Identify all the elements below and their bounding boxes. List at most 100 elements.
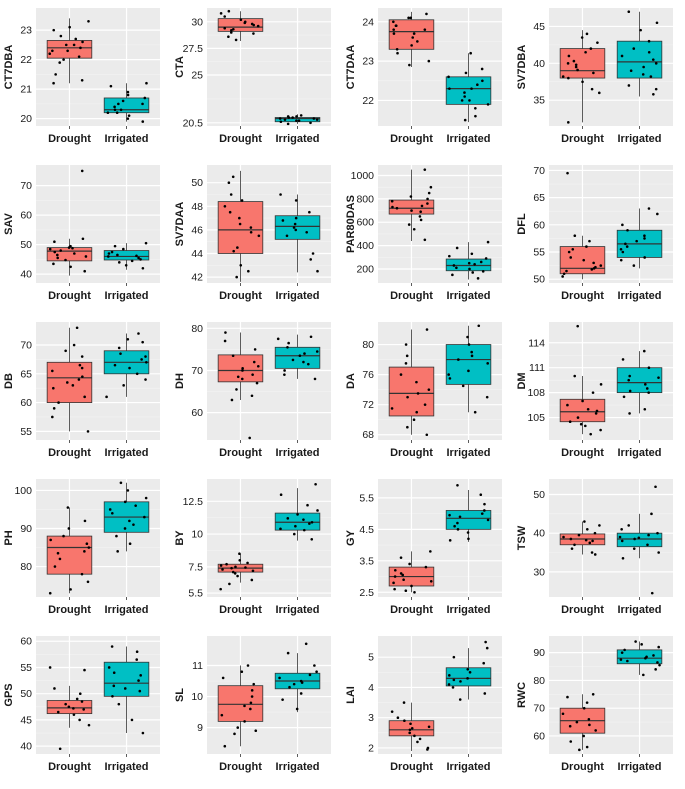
x-category-label: Irrigated	[447, 761, 491, 773]
data-point	[310, 538, 314, 541]
data-point	[229, 31, 233, 34]
data-point	[412, 418, 416, 422]
data-point	[594, 265, 597, 269]
data-point	[585, 527, 589, 531]
data-point	[569, 537, 573, 541]
data-point	[223, 339, 227, 343]
data-point	[393, 587, 396, 591]
data-point	[471, 271, 475, 274]
data-point	[470, 252, 474, 256]
data-point	[126, 337, 130, 341]
data-point	[257, 234, 261, 238]
data-point	[309, 335, 313, 339]
y-tick-label: 4.5	[359, 524, 374, 536]
data-point	[626, 228, 629, 232]
y-tick-label: 35	[533, 95, 545, 107]
data-point	[62, 534, 65, 538]
y-tick-label: 60	[191, 407, 203, 419]
data-point	[126, 489, 130, 492]
y-tick-label: 40	[533, 528, 545, 540]
y-axis-title: GPS	[3, 683, 15, 706]
data-point	[122, 384, 125, 387]
data-point	[448, 377, 452, 380]
data-point	[578, 748, 581, 752]
data-point	[484, 257, 488, 260]
data-point	[656, 212, 659, 216]
data-point	[250, 394, 254, 398]
box-drought	[46, 666, 93, 751]
data-point	[302, 528, 306, 532]
data-point	[138, 689, 142, 693]
y-tick-label: 30	[191, 16, 203, 28]
chart-panel-ct7daa: 22 23 24 Drought Irrigated CT7DAA	[344, 2, 512, 161]
y-tick-label: 60	[20, 397, 32, 409]
y-tick-label: 9	[197, 722, 203, 734]
x-category-label: Drought	[390, 133, 433, 145]
box-iqr	[274, 512, 321, 531]
data-point	[144, 496, 148, 500]
y-tick-label: 1000	[351, 170, 375, 182]
chart-panel-dfl: 50 55 60 65 70 Drought Irrigated DFL	[515, 159, 683, 318]
data-point	[412, 227, 416, 231]
data-point	[406, 395, 409, 399]
y-tick-label: 10	[191, 529, 203, 541]
x-category-label: Irrigated	[276, 604, 320, 616]
y-tick-label: 80	[20, 561, 32, 573]
data-point	[256, 364, 260, 368]
data-point	[413, 734, 416, 738]
data-point	[65, 381, 69, 384]
data-point	[415, 410, 419, 414]
y-axis-title: LAI	[345, 686, 357, 704]
data-point	[473, 263, 476, 266]
data-point	[64, 702, 67, 706]
data-point	[644, 383, 647, 386]
data-point	[637, 536, 641, 540]
data-point	[283, 118, 287, 121]
data-point	[632, 264, 636, 267]
data-point	[425, 12, 428, 16]
y-tick-label: 50	[20, 239, 32, 251]
data-point	[305, 230, 308, 234]
data-point	[281, 219, 285, 222]
box-drought	[559, 171, 606, 280]
data-point	[455, 246, 459, 250]
box-iqr	[616, 40, 663, 79]
data-point	[113, 105, 116, 109]
x-category-label: Drought	[390, 290, 433, 302]
y-tick-label: 40	[20, 741, 32, 753]
data-point	[594, 729, 597, 732]
data-point	[223, 15, 226, 18]
data-point	[231, 354, 235, 358]
box-iqr	[559, 398, 606, 423]
y-tick-label: 105	[527, 412, 545, 424]
data-point	[561, 75, 565, 78]
boxplot-svg: 68 72 76 80 Drought Irrigated DA	[345, 322, 502, 459]
data-point	[219, 587, 222, 591]
x-category-label: Irrigated	[105, 604, 149, 616]
data-point	[447, 683, 451, 686]
y-tick-label: 50	[533, 489, 545, 501]
chart-panel-by: 5.5 7.5 10 12.5 Drought Irrigated BY	[173, 473, 341, 632]
data-point	[247, 269, 250, 273]
data-point	[246, 664, 250, 667]
data-point	[288, 685, 291, 689]
data-point	[399, 373, 403, 376]
data-point	[223, 205, 227, 208]
data-point	[483, 509, 486, 512]
box-irrigated	[103, 481, 150, 553]
data-point	[654, 62, 658, 65]
data-point	[392, 32, 396, 35]
data-point	[107, 252, 111, 255]
data-point	[71, 384, 75, 387]
data-point	[448, 674, 451, 677]
data-point	[463, 118, 467, 122]
y-tick-label: 60	[533, 730, 545, 742]
chart-panel-sav: 40 50 60 70 Drought Irrigated SAV	[2, 159, 170, 318]
data-point	[254, 729, 258, 733]
data-point	[632, 547, 636, 550]
data-point	[474, 114, 477, 118]
data-point	[232, 249, 235, 253]
chart-panel-par80das: 200 400 600 800 1000 Drought Irrigated PAR80DAS	[344, 159, 512, 318]
y-tick-label: 2.5	[359, 587, 374, 599]
y-axis-title: SV7DBA	[516, 45, 528, 90]
